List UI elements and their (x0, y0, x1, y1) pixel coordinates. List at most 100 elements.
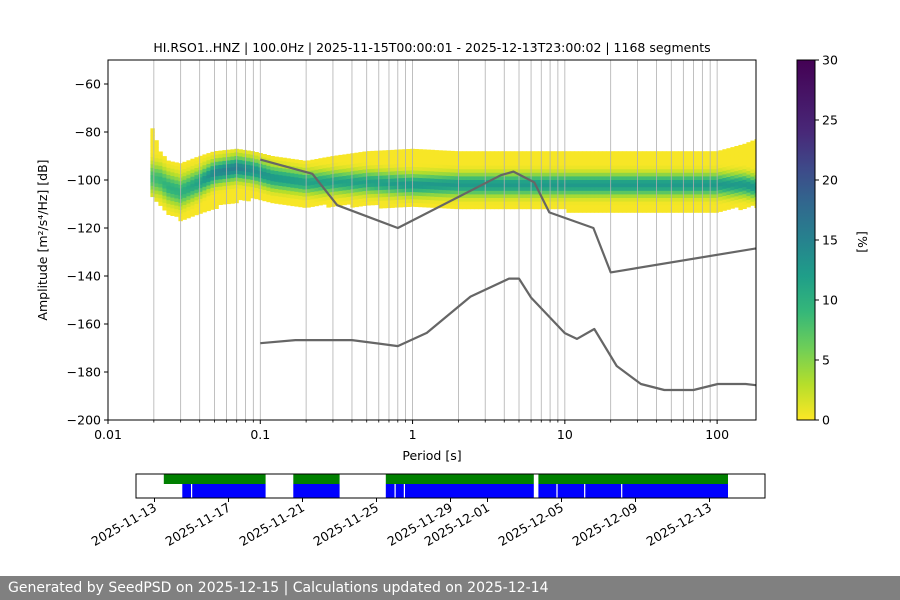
heatmap-cell (458, 187, 463, 192)
heatmap-cell (438, 150, 443, 155)
heatmap-cell (622, 162, 627, 166)
heatmap-cell (618, 208, 623, 213)
heatmap-cell (442, 193, 447, 198)
heatmap-cell (570, 205, 575, 210)
heatmap-cell (594, 198, 599, 202)
date-tick-label: 2025-11-25 (311, 500, 381, 549)
heatmap-cell (634, 176, 639, 181)
heatmap-cell (278, 200, 283, 205)
heatmap-cell (566, 180, 571, 184)
heatmap-cell (486, 194, 491, 199)
heatmap-cell (350, 189, 355, 194)
heatmap-cell (254, 191, 259, 196)
heatmap-cell (198, 206, 203, 211)
heatmap-cell (310, 192, 315, 197)
heatmap-cell (402, 152, 407, 157)
heatmap-cell (242, 178, 247, 183)
heatmap-cell (214, 201, 219, 206)
heatmap-cell (598, 205, 603, 210)
heatmap-cell (318, 172, 323, 177)
heatmap-cell (686, 208, 691, 213)
heatmap-cell (166, 211, 171, 215)
heatmap-cell (674, 205, 679, 210)
heatmap-cell (474, 176, 479, 181)
heatmap-cell (370, 201, 375, 206)
heatmap-cell (682, 198, 687, 202)
heatmap-cell (542, 205, 547, 210)
heatmap-cell (626, 172, 631, 177)
heatmap-cell (750, 183, 755, 188)
heatmap-cell (366, 172, 371, 177)
heatmap-cell (350, 160, 355, 165)
heatmap-cell (490, 190, 495, 195)
heatmap-cell (214, 169, 219, 173)
heatmap-cell (526, 151, 531, 156)
heatmap-cell (270, 195, 275, 200)
heatmap-cell (626, 176, 631, 181)
heatmap-cell (214, 179, 219, 184)
heatmap-cell (250, 158, 255, 163)
heatmap-cell (618, 183, 623, 188)
heatmap-cell (690, 151, 695, 156)
heatmap-cell (690, 205, 695, 210)
heatmap-cell (670, 198, 675, 202)
heatmap-cell (282, 200, 287, 205)
heatmap-cell (542, 176, 547, 181)
heatmap-cell (682, 187, 687, 192)
heatmap-cell (422, 156, 427, 161)
heatmap-cell (522, 205, 527, 210)
heatmap-cell (634, 165, 639, 170)
heatmap-cell (582, 205, 587, 210)
heatmap-cell (454, 172, 459, 177)
heatmap-cell (418, 160, 423, 164)
heatmap-cell (358, 170, 363, 175)
heatmap-cell (486, 151, 491, 156)
heatmap-cell (162, 163, 167, 168)
heatmap-cell (214, 194, 219, 199)
heatmap-cell (298, 167, 303, 172)
heatmap-cell (370, 165, 375, 170)
heatmap-cell (446, 154, 451, 159)
heatmap-cell (334, 177, 339, 182)
heatmap-cell (506, 201, 511, 206)
heatmap-cell (754, 146, 756, 151)
heatmap-cell (310, 163, 315, 168)
heatmap-cell (334, 155, 339, 160)
heatmap-cell (186, 196, 191, 201)
heatmap-cell (426, 189, 431, 194)
heatmap-cell (694, 183, 699, 188)
nhnm-line (260, 158, 756, 274)
heatmap-cell (742, 154, 747, 159)
heatmap-cell (566, 162, 571, 166)
heatmap-cell (294, 177, 299, 182)
heatmap-cell (506, 205, 511, 210)
heatmap-cell (578, 208, 583, 213)
heatmap-cell (450, 161, 455, 166)
heatmap-cell (394, 192, 399, 197)
heatmap-cell (342, 165, 347, 170)
heatmap-cell (390, 189, 395, 194)
heatmap-cell (698, 208, 703, 213)
heatmap-cell (574, 190, 579, 195)
heatmap-cell (678, 154, 683, 159)
heatmap-cell (366, 154, 371, 159)
heatmap-cell (586, 154, 591, 159)
heatmap-cell (302, 160, 307, 165)
heatmap-cell (170, 197, 175, 202)
heatmap-cell (746, 145, 751, 150)
heatmap-cell (254, 184, 259, 189)
heatmap-cell (210, 155, 215, 160)
heatmap-cell (246, 172, 251, 177)
heatmap-cell (546, 151, 551, 156)
heatmap-cell (522, 169, 527, 174)
heatmap-cell (202, 168, 207, 173)
heatmap-cell (298, 181, 303, 186)
heatmap-cell (154, 172, 159, 177)
heatmap-cell (218, 190, 223, 195)
heatmap-cell (718, 171, 723, 176)
heatmap-cell (550, 194, 555, 199)
y-tick-label: −100 (67, 173, 101, 188)
heatmap-cell (174, 176, 179, 181)
heatmap-cell (598, 208, 603, 213)
heatmap-cell (294, 181, 299, 185)
